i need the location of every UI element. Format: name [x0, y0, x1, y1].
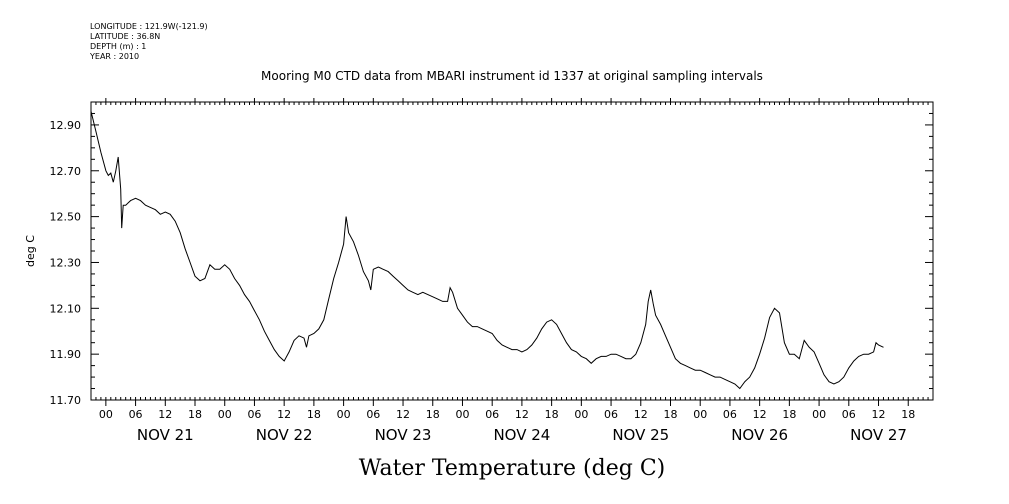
depth-text: DEPTH (m) : 1 — [90, 42, 147, 51]
x-tick-label: 00 — [337, 408, 351, 421]
x-tick-label: 12 — [277, 408, 291, 421]
longitude-text: LONGITUDE : 121.9W(-121.9) — [90, 22, 208, 31]
x-tick-label: 00 — [812, 408, 826, 421]
x-tick-label: 00 — [574, 408, 588, 421]
x-tick-label: 06 — [247, 408, 261, 421]
day-label: NOV 22 — [256, 426, 313, 444]
y-axis: 12.90 12.70 12.50 12.30 12.10 11.90 11.70 — [50, 101, 933, 407]
y-tick-label: 12.30 — [50, 256, 82, 269]
latitude-text: LATITUDE : 36.8N — [90, 32, 161, 41]
x-tick-label: 18 — [663, 408, 677, 421]
y-tick-label: 12.70 — [50, 165, 82, 178]
plot-frame — [90, 101, 934, 401]
x-tick-label: 06 — [366, 408, 380, 421]
x-tick-label: 18 — [901, 408, 915, 421]
x-tick-label: 18 — [188, 408, 202, 421]
x-tick-label: 06 — [842, 408, 856, 421]
y-tick-label: 11.90 — [50, 348, 82, 361]
y-tick-label: 12.50 — [50, 211, 82, 224]
x-tick-label: 18 — [307, 408, 321, 421]
x-axis: 00 06 12 18 00 06 12 18 00 06 12 18 00 06 12 18 00 06 12 18… — [90, 98, 934, 444]
y-tick-label: 11.70 — [50, 394, 82, 407]
day-label: NOV 23 — [375, 426, 432, 444]
x-tick-label: 18 — [426, 408, 440, 421]
x-tick-label: 18 — [545, 408, 559, 421]
x-tick-label: 00 — [218, 408, 232, 421]
day-label: NOV 24 — [493, 426, 550, 444]
x-tick-label: 12 — [396, 408, 410, 421]
x-tick-label: 00 — [455, 408, 469, 421]
x-tick-label: 06 — [723, 408, 737, 421]
x-tick-label: 12 — [515, 408, 529, 421]
x-tick-label: 06 — [604, 408, 618, 421]
chart-title: Mooring M0 CTD data from MBARI instrumen… — [261, 69, 763, 83]
x-axis-label: Water Temperature (deg C) — [359, 456, 666, 481]
y-tick-label: 12.90 — [50, 119, 82, 132]
x-tick-label: 18 — [782, 408, 796, 421]
water-temperature-line — [90, 111, 884, 390]
day-label: NOV 27 — [850, 426, 907, 444]
x-tick-label: 12 — [158, 408, 172, 421]
y-tick-label: 12.10 — [50, 302, 82, 315]
day-label: NOV 26 — [731, 426, 788, 444]
x-tick-label: 12 — [753, 408, 767, 421]
x-tick-label: 12 — [634, 408, 648, 421]
x-tick-label: 00 — [693, 408, 707, 421]
x-tick-label: 06 — [129, 408, 143, 421]
day-label: NOV 21 — [137, 426, 194, 444]
x-tick-label: 06 — [485, 408, 499, 421]
x-tick-label: 00 — [99, 408, 113, 421]
y-axis-label: deg C — [24, 235, 37, 267]
metadata-block: LONGITUDE : 121.9W(-121.9) LATITUDE : 36… — [90, 22, 208, 62]
day-label: NOV 25 — [612, 426, 669, 444]
year-text: YEAR : 2010 — [90, 52, 140, 61]
x-tick-label: 12 — [872, 408, 886, 421]
